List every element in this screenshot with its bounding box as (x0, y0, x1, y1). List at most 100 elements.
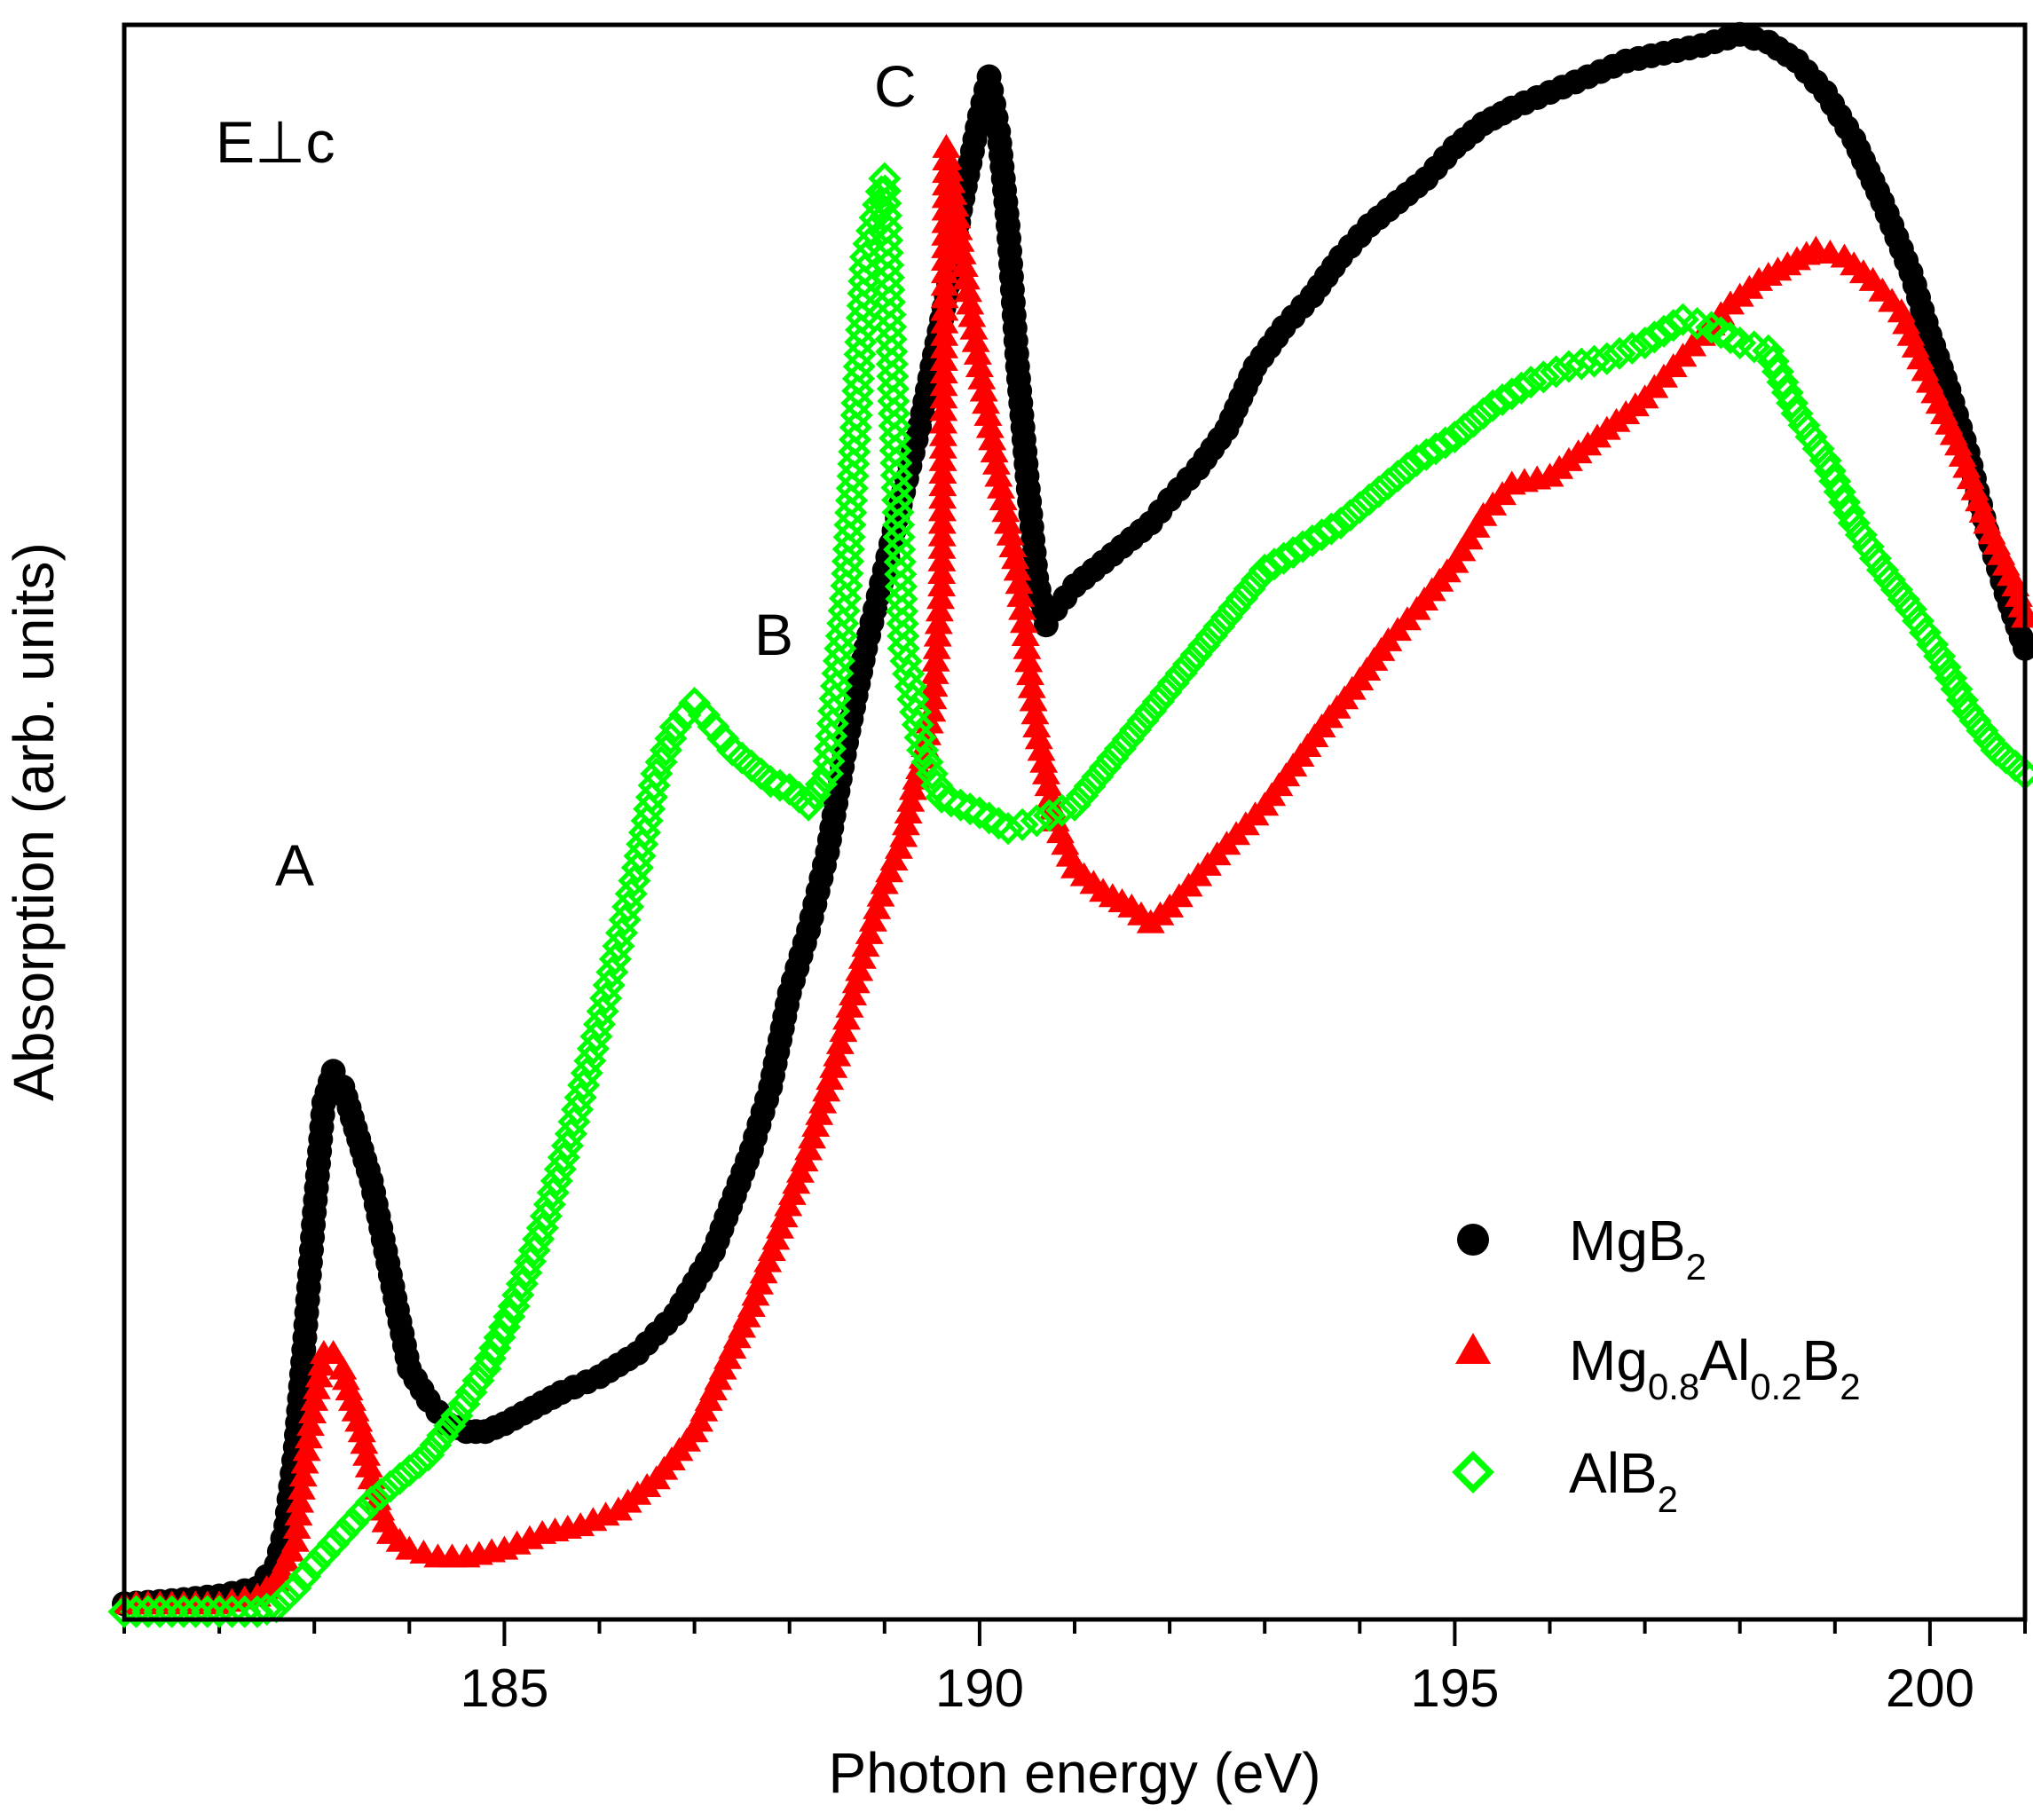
data-point (1141, 685, 1175, 719)
data-point (1766, 366, 1800, 399)
data-point (927, 547, 957, 571)
data-point (944, 216, 973, 240)
data-point (1381, 459, 1414, 493)
data-point (202, 1595, 236, 1628)
data-point (1780, 397, 1814, 430)
data-point (1225, 581, 1259, 615)
data-point (1391, 452, 1424, 485)
data-point (167, 1595, 201, 1628)
data-point (440, 1398, 474, 1433)
data-point (975, 414, 1005, 438)
data-point (925, 780, 958, 814)
legend: MgB2 Mg0.8Al0.2B2 AlB2 (1452, 1209, 1861, 1520)
data-point (978, 426, 1007, 451)
data-point (1096, 741, 1130, 775)
data-point (1058, 788, 1091, 822)
data-point (987, 474, 1015, 499)
data-point (1858, 541, 1892, 575)
data-point (928, 497, 957, 522)
data-point (1066, 779, 1099, 813)
data-point (1003, 556, 1032, 581)
data-point (1187, 628, 1221, 662)
data-point (930, 309, 959, 334)
data-point (939, 180, 968, 205)
data-point (1073, 769, 1107, 803)
data-point (866, 882, 895, 907)
data-point (915, 757, 949, 791)
data-point (991, 498, 1020, 523)
data-point (931, 247, 959, 271)
data-point (931, 233, 960, 258)
x-tick-label: 195 (1410, 1658, 1499, 1718)
data-point (107, 1595, 141, 1628)
data-point (1103, 732, 1137, 766)
data-point (927, 572, 957, 597)
data-point (1088, 751, 1122, 784)
data-point (298, 1399, 327, 1423)
data-point (973, 401, 1003, 426)
data-point (1016, 661, 1044, 686)
data-point (1001, 545, 1030, 570)
data-point (1118, 713, 1153, 747)
data-point (1776, 386, 1809, 420)
data-point (1164, 657, 1198, 690)
data-point (959, 315, 989, 340)
x-axis-title: Photon energy (eV) (829, 1741, 1321, 1805)
polarization-label: E⊥c (216, 109, 335, 175)
data-point (1615, 331, 1649, 365)
data-point (886, 632, 920, 666)
x-tick-label: 190 (935, 1658, 1024, 1718)
data-point (963, 340, 992, 365)
data-point (374, 1469, 407, 1503)
data-point (317, 1527, 351, 1561)
data-point (1603, 336, 1636, 370)
data-point (215, 1595, 248, 1628)
data-point (1324, 506, 1358, 540)
data-point (354, 1485, 389, 1519)
plot-area (124, 25, 2025, 1619)
data-point (863, 894, 892, 919)
legend-marker-mgb2 (1457, 1224, 1489, 1256)
x-tick-label: 185 (460, 1658, 548, 1718)
data-point (287, 1475, 316, 1500)
data-point (345, 1495, 379, 1529)
data-point (1577, 344, 1611, 378)
data-point (1202, 610, 1236, 643)
data-point (930, 272, 959, 296)
data-point (1409, 437, 1443, 471)
data-point (923, 622, 952, 647)
data-point (1019, 687, 1048, 712)
data-point (1013, 634, 1042, 659)
data-point (929, 384, 958, 409)
data-point (295, 1412, 325, 1437)
data-point (969, 377, 998, 402)
data-point (798, 777, 831, 811)
legend-marker-alb2 (1452, 1451, 1494, 1493)
data-point (972, 390, 1000, 414)
data-point (903, 721, 937, 754)
data-point (658, 710, 692, 744)
data-point (1343, 491, 1376, 524)
data-point (412, 1438, 445, 1472)
data-point (928, 422, 957, 446)
data-point (956, 290, 985, 315)
data-point (835, 993, 864, 1018)
data-point (926, 585, 955, 610)
data-point (928, 460, 957, 484)
data-point (950, 253, 979, 277)
data-point (930, 259, 959, 284)
data-point (1438, 420, 1471, 453)
data-series (107, 21, 2033, 1628)
data-point (1526, 360, 1560, 394)
data-point (823, 1042, 852, 1067)
data-point (922, 634, 951, 659)
data-point (858, 907, 887, 932)
data-point (951, 265, 981, 290)
data-point (1916, 627, 1950, 661)
data-point (929, 372, 958, 397)
data-point (920, 659, 950, 684)
data-point (901, 708, 934, 742)
data-point (1020, 804, 1053, 838)
data-point (1304, 518, 1339, 552)
